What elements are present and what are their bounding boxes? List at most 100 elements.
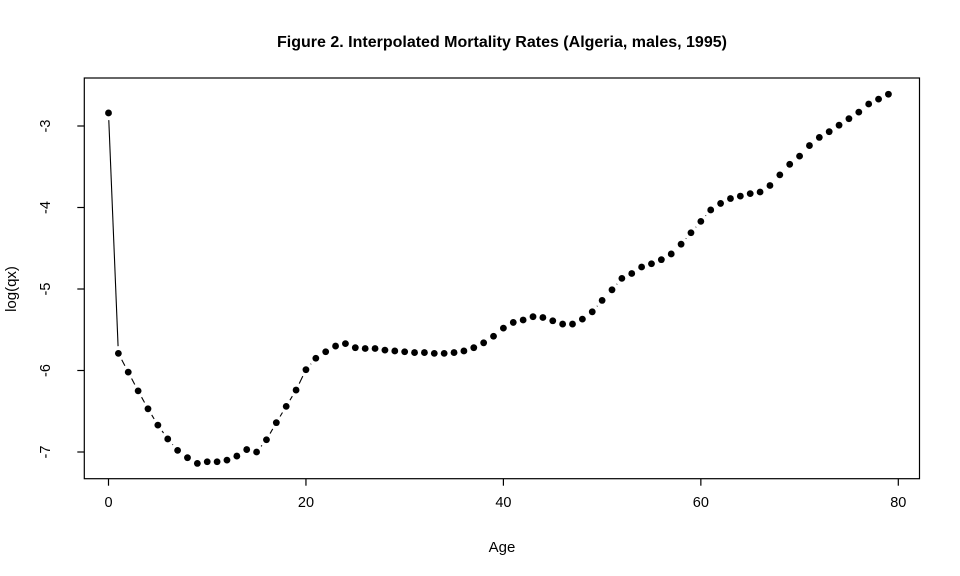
data-point [253,448,260,456]
data-point [598,297,606,304]
x-axis-ticks [107,478,899,486]
data-point [351,344,359,352]
data-point [371,345,379,352]
data-point [272,419,280,427]
data-point [203,458,211,466]
segment [108,120,119,347]
segment [131,378,136,385]
x-tick-label: 40 [495,495,511,511]
data-point [391,347,399,355]
data-point [114,349,122,357]
data-point [233,452,241,460]
segment [279,412,283,417]
data-point [124,368,132,376]
x-axis-title: Age [489,539,516,556]
data-point [707,206,715,214]
data-point [717,200,724,207]
data-point [470,344,478,352]
data-point [638,263,646,271]
y-tick-label: -4 [38,201,54,214]
data-point [677,240,685,248]
segment [161,430,165,434]
x-tick-label: 60 [693,495,709,511]
data-point [559,320,567,328]
data-point [322,348,330,356]
data-point [519,316,527,324]
x-tick-label: 20 [298,495,314,511]
data-point [292,386,300,394]
data-point [282,402,290,410]
x-tick-label: 0 [104,495,112,511]
y-axis-ticks [77,125,85,453]
y-tick-label: -7 [38,446,54,459]
data-point [687,229,695,237]
connector-segments [108,120,707,447]
data-point [539,314,547,321]
data-point [766,182,774,189]
data-point [174,446,182,454]
y-axis-tick-labels: -3 -4 -5 -6 -7 [38,120,54,459]
segment [151,414,155,420]
data-point [549,317,557,325]
data-point [618,275,626,282]
data-point [746,190,754,198]
x-axis-tick-labels: 0 20 40 60 80 [104,495,906,511]
data-point [608,286,616,294]
data-point [332,342,339,350]
chart-title: Figure 2. Interpolated Mortality Rates (… [277,34,727,51]
data-point [134,387,142,395]
y-axis-title: log(qx) [3,266,20,312]
data-point [312,354,320,362]
data-point [401,348,409,356]
data-point [875,95,882,103]
data-point [657,256,665,264]
data-point [460,347,468,355]
data-point [529,313,537,321]
data-point [342,340,349,348]
data-point [243,446,251,453]
x-tick-label: 80 [890,495,906,511]
y-tick-label: -6 [38,364,54,377]
plot-border [83,77,921,480]
data-point [578,315,586,323]
data-point [302,366,310,374]
segment [121,359,126,367]
segment [141,396,145,403]
data-point [648,260,655,268]
data-point [776,171,784,179]
data-point [796,152,803,160]
plot-box [83,77,921,480]
data-point [430,349,438,357]
data-point [569,320,576,328]
segment [269,428,274,434]
data-point [223,456,231,464]
data-points [105,90,892,467]
data-point [727,195,734,202]
data-point [440,349,448,357]
y-tick-label: -5 [38,283,54,296]
data-point [144,405,152,413]
data-point [628,270,636,277]
data-point [815,134,823,141]
data-point [865,100,873,108]
data-point [105,109,112,117]
data-point [193,460,201,467]
data-point [855,108,863,116]
data-point [213,458,221,466]
data-point [835,121,843,129]
segment [260,445,263,447]
data-point [588,308,596,316]
data-point [786,160,794,168]
data-point [164,435,172,443]
data-point [825,128,833,136]
data-point [361,345,369,352]
data-point [806,142,813,149]
data-point [736,192,744,200]
data-point [381,346,389,354]
data-point [490,332,497,340]
y-tick-label: -3 [38,120,54,133]
data-point [845,115,853,123]
data-point [154,421,162,429]
